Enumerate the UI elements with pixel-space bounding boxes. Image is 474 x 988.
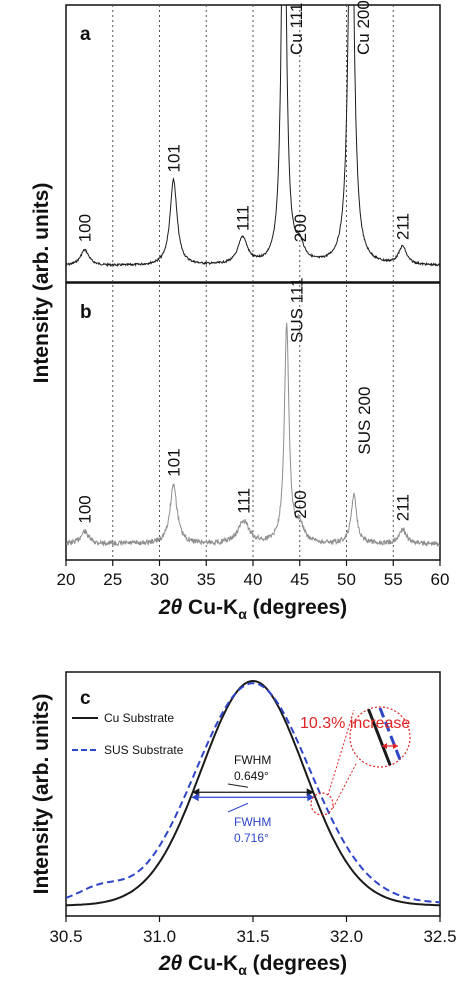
zoom-connector-bottom	[332, 763, 357, 809]
fwhm-sus-arrow-head-left	[191, 793, 199, 802]
x-tick-label: 32.5	[423, 927, 456, 946]
x-tick-label: 35	[197, 570, 216, 589]
x-tick-label: 40	[244, 570, 263, 589]
sus-substrate-line	[66, 682, 440, 904]
panel-b-peak-labels: 100 101 111 SUS 111 200 SUS 200 211	[76, 277, 413, 523]
peak-label: 101	[165, 144, 184, 172]
zoom-arrow-head-right	[393, 743, 398, 749]
x-tick-label: 50	[337, 570, 356, 589]
fwhm-sus-pointer	[227, 802, 249, 813]
x-axis-ticks-top: 20 25 30 35 40 45 50 55 60	[57, 560, 450, 589]
fwhm-cu-label: FWHM	[234, 753, 271, 767]
fwhm-sus-label: FWHM	[234, 815, 271, 829]
peak-label: 200	[291, 490, 310, 518]
panel-a-spectrum-line	[66, 5, 440, 268]
panel-a-peak-labels: 100 101 111 Cu 111 200 Cu 200 211	[76, 0, 413, 242]
zoom-source-circle	[310, 792, 334, 816]
fwhm-sus-arrow-head-right	[307, 793, 315, 802]
fwhm-cu-value: 0.649°	[234, 769, 269, 783]
panel-b-letter: b	[80, 302, 92, 323]
panel-c-y-axis-label: Intensity (arb. units)	[30, 694, 53, 895]
top-y-axis-label: Intensity (arb. units)	[30, 183, 53, 384]
zoom-connector-top	[327, 709, 355, 796]
peak-label: 100	[76, 495, 95, 523]
top-x-axis-label-units: (degrees)	[247, 596, 347, 619]
panel-c-letter: c	[80, 688, 91, 709]
peak-label: 100	[76, 214, 95, 242]
panel-c-x-axis-label-text: Cu-K	[182, 952, 238, 975]
legend-sus-label: SUS Substrate	[104, 743, 184, 757]
zoom-sus-line	[378, 707, 406, 767]
top-x-axis-label-text: Cu-K	[182, 596, 238, 619]
panel-b-spectrum-line	[66, 322, 440, 548]
zoom-arrow-head-left	[382, 743, 387, 749]
increase-note: 10.3% increase	[300, 715, 410, 732]
zoom-inset-content	[366, 707, 406, 767]
panel-c-x-axis-label-theta: 2θ	[158, 952, 183, 975]
peak-label: 111	[234, 205, 253, 231]
top-x-axis-label: 2θ Cu-Kα (degrees)	[158, 596, 347, 622]
x-tick-label: 30	[150, 570, 169, 589]
peak-label: Cu 111	[287, 3, 306, 55]
fwhm-annotations	[191, 783, 315, 813]
peak-label: SUS 200	[355, 387, 374, 455]
x-tick-label: 45	[290, 570, 309, 589]
panel-a-letter: a	[80, 24, 91, 45]
peak-label: 211	[394, 494, 413, 521]
x-tick-label: 55	[384, 570, 403, 589]
peak-label: 111	[235, 488, 254, 514]
top-x-axis-label-theta: 2θ	[158, 596, 183, 619]
peak-label: SUS 111	[288, 277, 307, 343]
panel-c-x-axis-label-units: (degrees)	[247, 952, 347, 975]
x-tick-label: 25	[103, 570, 122, 589]
x-tick-label: 20	[57, 570, 76, 589]
fwhm-cu-pointer	[227, 783, 249, 788]
x-tick-label: 30.5	[49, 927, 82, 946]
cu-substrate-line	[66, 679, 440, 907]
peak-label: 200	[291, 214, 310, 242]
legend-cu-label: Cu Substrate	[104, 711, 174, 725]
zoom-cu-line	[366, 707, 394, 767]
panel-c-x-axis-label-sub: α	[238, 962, 247, 978]
x-tick-label: 31.5	[236, 927, 269, 946]
x-tick-label: 32.0	[330, 927, 363, 946]
fwhm-sus-value: 0.716°	[234, 831, 269, 845]
panel-c-x-axis-ticks: 30.5 31.0 31.5 32.0 32.5	[49, 916, 457, 946]
peak-label: Cu 200	[354, 0, 373, 55]
peak-label: 211	[394, 213, 413, 240]
x-tick-label: 60	[431, 570, 450, 589]
x-tick-label: 31.0	[143, 927, 176, 946]
panel-c-x-axis-label: 2θ Cu-Kα (degrees)	[158, 952, 347, 978]
top-x-axis-label-sub: α	[238, 606, 247, 622]
peak-label: 101	[165, 448, 184, 476]
